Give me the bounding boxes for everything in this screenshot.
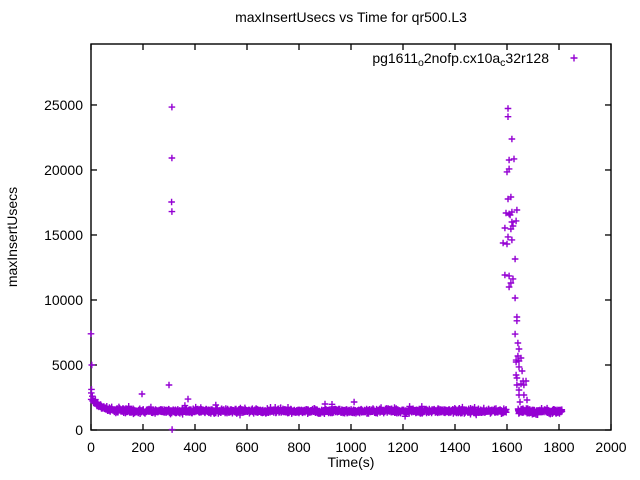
x-tick-label: 400 bbox=[183, 439, 207, 455]
x-tick-label: 2000 bbox=[595, 439, 626, 455]
data-points-path bbox=[87, 103, 566, 433]
y-tick-label: 25000 bbox=[44, 97, 83, 113]
scatter-points bbox=[87, 103, 566, 433]
legend: pg1611o2nofp.cx10ac32r128 bbox=[372, 50, 578, 69]
axis-ticks: 0 200 400 600 800 1000 1200 1400 1600 1800 2000050… bbox=[44, 44, 627, 455]
y-tick-label: 20000 bbox=[44, 162, 83, 178]
y-tick-label: 5000 bbox=[52, 357, 83, 373]
x-axis-label: Time(s) bbox=[328, 454, 375, 470]
x-tick-label: 600 bbox=[235, 439, 259, 455]
x-tick-label: 1000 bbox=[335, 439, 366, 455]
x-tick-label: 800 bbox=[287, 439, 311, 455]
y-tick-label: 0 bbox=[75, 422, 83, 438]
x-tick-label: 1600 bbox=[491, 439, 522, 455]
x-tick-label: 0 bbox=[87, 439, 95, 455]
legend-label: pg1611o2nofp.cx10ac32r128 bbox=[372, 50, 549, 69]
x-tick-label: 200 bbox=[131, 439, 155, 455]
y-tick-label: 10000 bbox=[44, 292, 83, 308]
x-tick-label: 1200 bbox=[387, 439, 418, 455]
x-tick-label: 1400 bbox=[439, 439, 470, 455]
legend-marker-plus-icon bbox=[570, 54, 578, 62]
chart-title: maxInsertUsecs vs Time for qr500.L3 bbox=[235, 9, 467, 25]
y-tick-label: 15000 bbox=[44, 227, 83, 243]
x-tick-label: 1800 bbox=[543, 439, 574, 455]
plot-border bbox=[90, 43, 612, 431]
y-axis-label: maxInsertUsecs bbox=[4, 187, 20, 287]
